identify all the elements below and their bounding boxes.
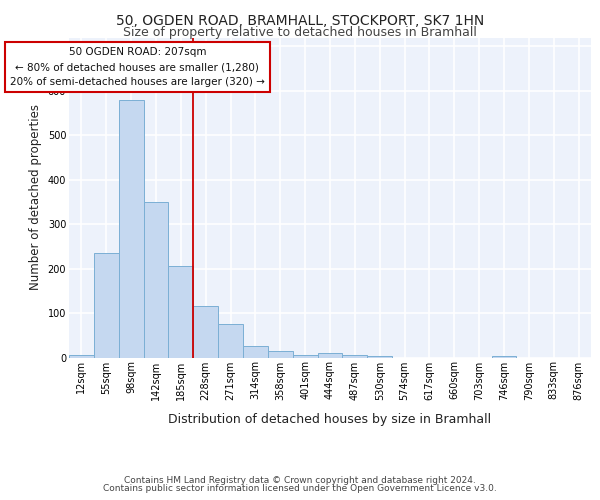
Bar	[491, 356, 517, 358]
Text: Contains public sector information licensed under the Open Government Licence v3: Contains public sector information licen…	[103, 484, 497, 493]
Bar	[268, 351, 293, 358]
Bar	[119, 100, 143, 358]
Text: 50 OGDEN ROAD: 207sqm
← 80% of detached houses are smaller (1,280)
20% of semi-d: 50 OGDEN ROAD: 207sqm ← 80% of detached …	[10, 48, 265, 87]
Text: 50, OGDEN ROAD, BRAMHALL, STOCKPORT, SK7 1HN: 50, OGDEN ROAD, BRAMHALL, STOCKPORT, SK7…	[116, 14, 484, 28]
Bar	[169, 266, 193, 358]
Bar	[243, 346, 268, 358]
Bar	[143, 202, 169, 358]
Bar	[193, 306, 218, 358]
Bar	[367, 356, 392, 358]
Bar	[343, 356, 367, 358]
Bar	[317, 353, 343, 358]
Y-axis label: Number of detached properties: Number of detached properties	[29, 104, 42, 290]
Bar	[293, 356, 317, 358]
Text: Size of property relative to detached houses in Bramhall: Size of property relative to detached ho…	[123, 26, 477, 39]
Bar	[94, 253, 119, 358]
Text: Contains HM Land Registry data © Crown copyright and database right 2024.: Contains HM Land Registry data © Crown c…	[124, 476, 476, 485]
Bar	[69, 356, 94, 358]
Text: Distribution of detached houses by size in Bramhall: Distribution of detached houses by size …	[169, 412, 491, 426]
Bar	[218, 324, 243, 358]
